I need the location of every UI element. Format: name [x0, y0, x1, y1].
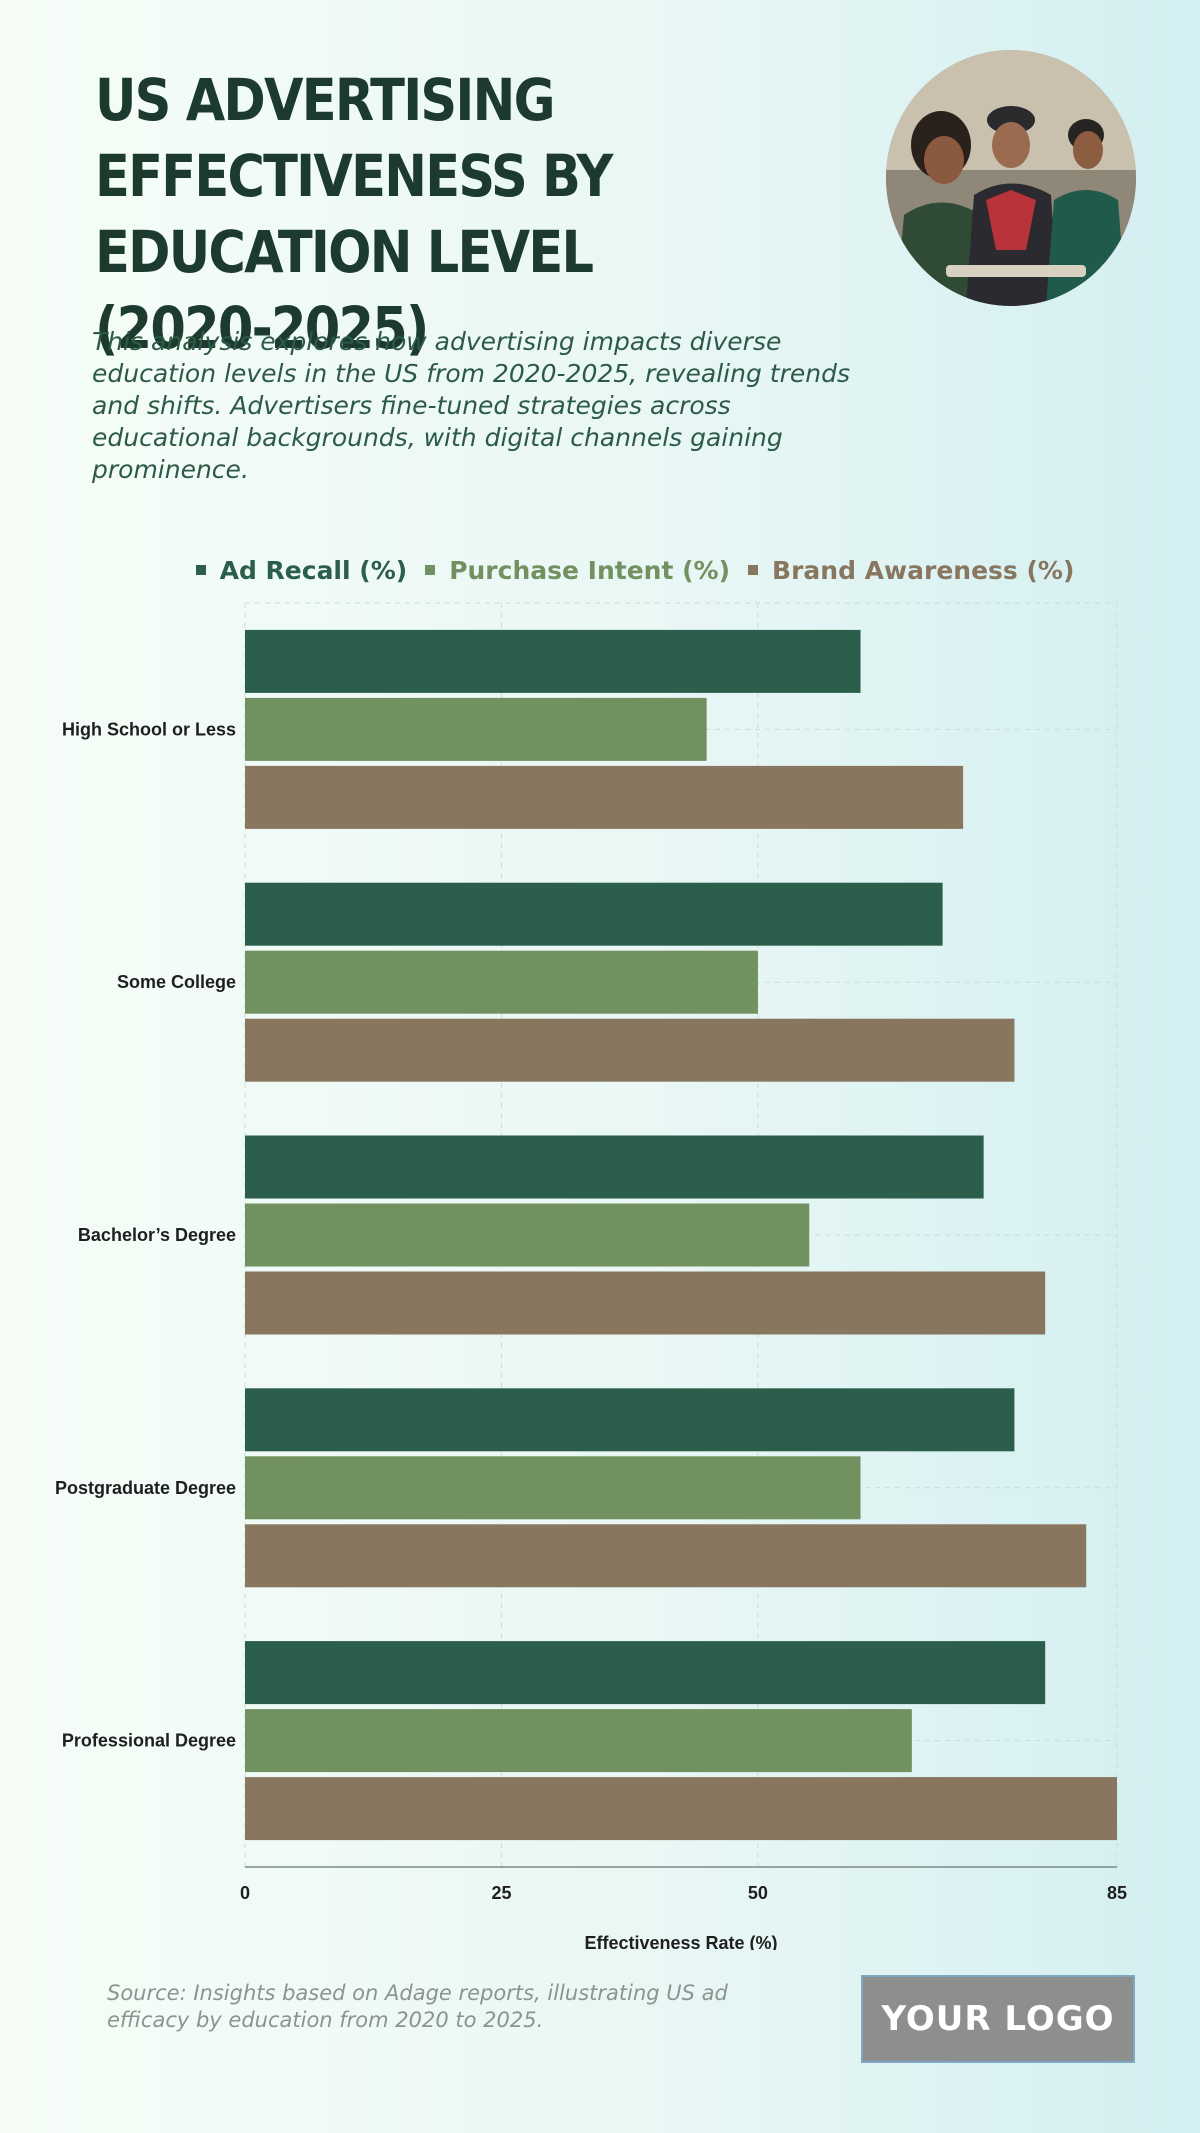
- category-label: Professional Degree: [62, 1731, 236, 1751]
- category-label: High School or Less: [62, 719, 236, 739]
- bar-ad-recall-high-school-or-less: [245, 629, 861, 693]
- bar-ad-recall-postgraduate-degree: [245, 1388, 1015, 1452]
- page-subtitle: This analysis explores how advertising i…: [92, 327, 850, 484]
- bar-brand-awareness-high-school-or-less: [245, 765, 964, 829]
- category-label: Postgraduate Degree: [55, 1478, 236, 1498]
- legend-label-purchase-intent: Purchase Intent (%): [449, 555, 731, 585]
- page-title: US ADVERTISING EFFECTIVENESS BY EDUCATIO…: [95, 66, 613, 362]
- bar-ad-recall-bachelor-s-degree: [245, 1135, 984, 1199]
- x-tick-label: 50: [748, 1883, 768, 1903]
- bar-ad-recall-professional-degree: [245, 1641, 1046, 1705]
- bar-purchase-intent-postgraduate-degree: [245, 1456, 861, 1520]
- bar-ad-recall-some-college: [245, 882, 943, 946]
- bar-brand-awareness-professional-degree: [245, 1777, 1117, 1841]
- bar-brand-awareness-bachelor-s-degree: [245, 1271, 1046, 1335]
- source-note: Source: Insights based on Adage reports,…: [107, 1981, 728, 2032]
- legend-label-ad-recall: Ad Recall (%): [219, 555, 408, 585]
- bar-brand-awareness-postgraduate-degree: [245, 1524, 1087, 1588]
- category-label: Some College: [117, 972, 236, 992]
- x-tick-label: 85: [1107, 1883, 1127, 1903]
- legend-swatch-purchase-intent: [425, 565, 436, 575]
- legend-item-purchase-intent: Purchase Intent (%): [425, 556, 730, 585]
- logo-placeholder: YOUR LOGO: [861, 1975, 1135, 2063]
- category-label: Bachelor’s Degree: [78, 1225, 236, 1245]
- students-photo: [886, 50, 1136, 306]
- x-axis-label: Effectiveness Rate (%): [584, 1933, 777, 1950]
- bar-purchase-intent-high-school-or-less: [245, 697, 707, 761]
- x-tick-label: 25: [491, 1883, 511, 1903]
- bar-chart: High School or Less Some College Bachelor’…: [55, 602, 1127, 1950]
- x-tick-label: 0: [240, 1883, 250, 1903]
- legend-item-brand-awareness: Brand Awareness (%): [748, 556, 1074, 585]
- legend-item-ad-recall: Ad Recall (%): [195, 555, 408, 585]
- legend-swatch-brand-awareness: [748, 565, 759, 575]
- bar-purchase-intent-professional-degree: [245, 1709, 912, 1773]
- legend-swatch-ad-recall: [195, 565, 206, 575]
- students-photo-image: [886, 50, 1136, 306]
- bar-purchase-intent-some-college: [245, 950, 758, 1014]
- bar-purchase-intent-bachelor-s-degree: [245, 1203, 810, 1267]
- legend-label-brand-awareness: Brand Awareness (%): [772, 555, 1075, 585]
- chart-legend: Ad Recall (%) Purchase Intent (%) Brand …: [0, 550, 1200, 590]
- bar-brand-awareness-some-college: [245, 1018, 1015, 1082]
